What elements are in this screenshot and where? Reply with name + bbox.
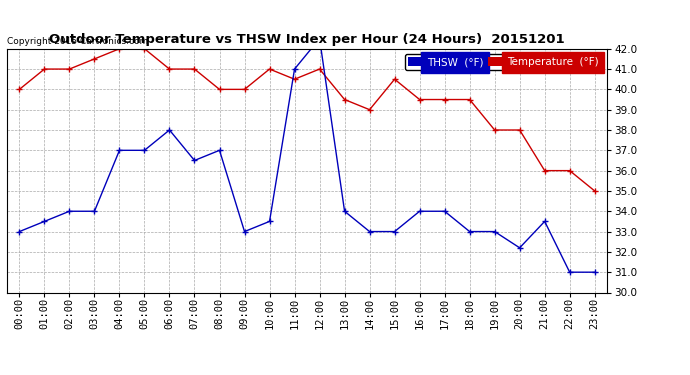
Text: Copyright 2015 Cartronics.com: Copyright 2015 Cartronics.com — [7, 38, 148, 46]
Legend: THSW  (°F), Temperature  (°F): THSW (°F), Temperature (°F) — [405, 54, 602, 70]
Title: Outdoor Temperature vs THSW Index per Hour (24 Hours)  20151201: Outdoor Temperature vs THSW Index per Ho… — [49, 33, 565, 46]
